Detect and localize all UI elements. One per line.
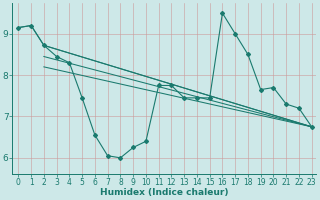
X-axis label: Humidex (Indice chaleur): Humidex (Indice chaleur): [100, 188, 228, 197]
